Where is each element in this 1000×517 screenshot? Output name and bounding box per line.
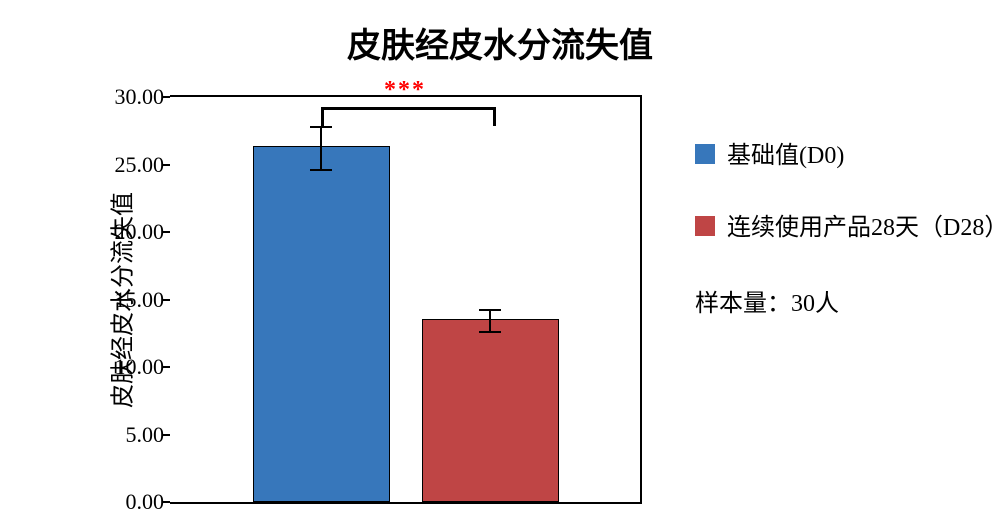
legend: 基础值(D0) 连续使用产品28天（D28） 样本量：30人 xyxy=(695,140,1000,318)
errorbar-line xyxy=(489,310,491,332)
errorbar-line xyxy=(320,127,322,170)
errorbar-cap xyxy=(310,126,332,128)
significance-stars: *** xyxy=(384,77,426,104)
ytick-label: 25.00 xyxy=(115,152,165,178)
errorbar-cap xyxy=(479,309,501,311)
legend-item-d0: 基础值(D0) xyxy=(695,140,1000,174)
ytick-label: 5.00 xyxy=(126,422,165,448)
ytick-label: 20.00 xyxy=(115,219,165,245)
ytick-label: 30.00 xyxy=(115,84,165,110)
errorbar-cap xyxy=(479,331,501,333)
ytick-label: 15.00 xyxy=(115,287,165,313)
significance-bracket xyxy=(321,107,496,126)
sample-size-text: 样本量：30人 xyxy=(695,283,1000,318)
legend-label-d0: 基础值(D0) xyxy=(727,140,844,174)
bar-d0 xyxy=(253,146,390,502)
ytick-label: 10.00 xyxy=(115,354,165,380)
legend-swatch-d28 xyxy=(695,216,715,236)
chart-plot-area: 0.005.0010.0015.0020.0025.0030.00*** xyxy=(170,95,642,504)
errorbar-cap xyxy=(310,169,332,171)
legend-swatch-d0 xyxy=(695,144,715,164)
ytick-label: 0.00 xyxy=(126,489,165,515)
legend-item-d28: 连续使用产品28天（D28） xyxy=(695,212,1000,246)
legend-label-d28: 连续使用产品28天（D28） xyxy=(727,212,1000,246)
bar-d28 xyxy=(422,319,559,502)
chart-title: 皮肤经皮水分流失值 xyxy=(0,18,1000,67)
